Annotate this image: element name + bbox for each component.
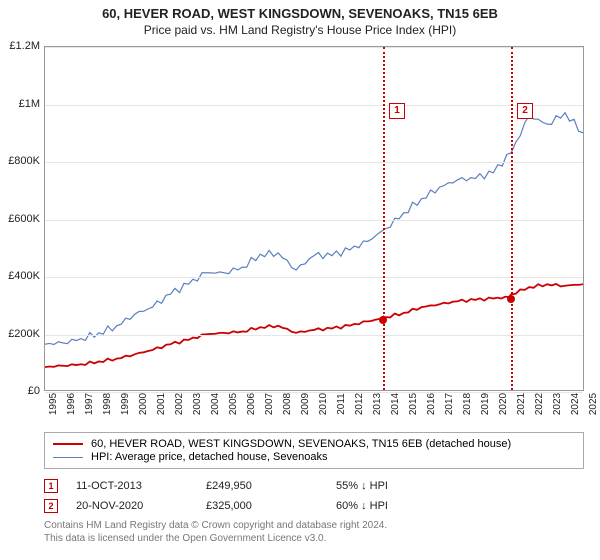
transaction-pct: 55% ↓ HPI — [336, 480, 466, 492]
transaction-date: 11-OCT-2013 — [76, 480, 206, 492]
transaction-price: £325,000 — [206, 500, 336, 512]
gridline — [45, 105, 583, 106]
transaction-date: 20-NOV-2020 — [76, 500, 206, 512]
marker-icon: 2 — [517, 103, 533, 119]
x-axis-label: 2024 — [570, 393, 581, 415]
x-axis-label: 2009 — [300, 393, 311, 415]
data-point — [507, 295, 515, 303]
x-axis-label: 2008 — [282, 393, 293, 415]
legend-swatch — [53, 443, 83, 445]
y-axis-label: £0 — [0, 385, 40, 397]
plot-area: 12 — [44, 46, 584, 391]
x-axis-label: 1998 — [102, 393, 113, 415]
table-row: 2 20-NOV-2020 £325,000 60% ↓ HPI — [44, 496, 584, 516]
x-axis-label: 2001 — [156, 393, 167, 415]
chart-subtitle: Price paid vs. HM Land Registry's House … — [0, 23, 600, 37]
x-axis-label: 2010 — [318, 393, 329, 415]
y-axis-label: £400K — [0, 270, 40, 282]
marker-icon: 1 — [389, 103, 405, 119]
gridline — [45, 335, 583, 336]
x-axis-label: 2017 — [444, 393, 455, 415]
x-axis-label: 2003 — [192, 393, 203, 415]
legend-label: HPI: Average price, detached house, Seve… — [91, 451, 327, 463]
x-axis-label: 2025 — [588, 393, 599, 415]
marker-icon: 2 — [44, 499, 58, 513]
x-axis-label: 2022 — [534, 393, 545, 415]
y-axis-label: £600K — [0, 213, 40, 225]
x-axis-label: 2002 — [174, 393, 185, 415]
transaction-table: 1 11-OCT-2013 £249,950 55% ↓ HPI 2 20-NO… — [44, 476, 584, 516]
footer-line: This data is licensed under the Open Gov… — [44, 533, 584, 546]
gridline — [45, 47, 583, 48]
x-axis-label: 2007 — [264, 393, 275, 415]
y-axis-label: £200K — [0, 328, 40, 340]
footer: Contains HM Land Registry data © Crown c… — [44, 520, 584, 545]
gridline — [45, 220, 583, 221]
x-axis-label: 2016 — [426, 393, 437, 415]
x-axis-label: 2000 — [138, 393, 149, 415]
chart-container: 60, HEVER ROAD, WEST KINGSDOWN, SEVENOAK… — [0, 0, 600, 560]
title-block: 60, HEVER ROAD, WEST KINGSDOWN, SEVENOAK… — [0, 0, 600, 37]
data-point — [379, 316, 387, 324]
x-axis-label: 2013 — [372, 393, 383, 415]
y-axis-label: £800K — [0, 155, 40, 167]
x-axis-label: 1999 — [120, 393, 131, 415]
x-axis-label: 1997 — [84, 393, 95, 415]
x-axis-label: 2004 — [210, 393, 221, 415]
transaction-pct: 60% ↓ HPI — [336, 500, 466, 512]
x-axis-label: 2014 — [390, 393, 401, 415]
y-axis-label: £1.2M — [0, 40, 40, 52]
reference-line — [511, 47, 513, 390]
legend-swatch — [53, 457, 83, 458]
table-row: 1 11-OCT-2013 £249,950 55% ↓ HPI — [44, 476, 584, 496]
y-axis-label: £1M — [0, 98, 40, 110]
chart-title: 60, HEVER ROAD, WEST KINGSDOWN, SEVENOAK… — [0, 6, 600, 21]
x-axis-label: 2018 — [462, 393, 473, 415]
legend-row: 60, HEVER ROAD, WEST KINGSDOWN, SEVENOAK… — [53, 438, 575, 450]
gridline — [45, 162, 583, 163]
series-line — [45, 284, 583, 367]
x-axis-label: 2015 — [408, 393, 419, 415]
legend-row: HPI: Average price, detached house, Seve… — [53, 451, 575, 463]
x-axis-label: 2020 — [498, 393, 509, 415]
x-axis-label: 2011 — [336, 393, 347, 415]
x-axis-label: 2019 — [480, 393, 491, 415]
legend-label: 60, HEVER ROAD, WEST KINGSDOWN, SEVENOAK… — [91, 438, 511, 450]
x-axis-label: 2006 — [246, 393, 257, 415]
marker-icon: 1 — [44, 479, 58, 493]
chart-svg — [45, 47, 583, 390]
x-axis-label: 1995 — [48, 393, 59, 415]
reference-line — [383, 47, 385, 390]
x-axis-label: 2005 — [228, 393, 239, 415]
series-line — [45, 113, 583, 345]
x-axis-label: 2023 — [552, 393, 563, 415]
x-axis-label: 2021 — [516, 393, 527, 415]
legend: 60, HEVER ROAD, WEST KINGSDOWN, SEVENOAK… — [44, 432, 584, 469]
transaction-price: £249,950 — [206, 480, 336, 492]
x-axis-label: 1996 — [66, 393, 77, 415]
x-axis-label: 2012 — [354, 393, 365, 415]
gridline — [45, 277, 583, 278]
footer-line: Contains HM Land Registry data © Crown c… — [44, 520, 584, 533]
